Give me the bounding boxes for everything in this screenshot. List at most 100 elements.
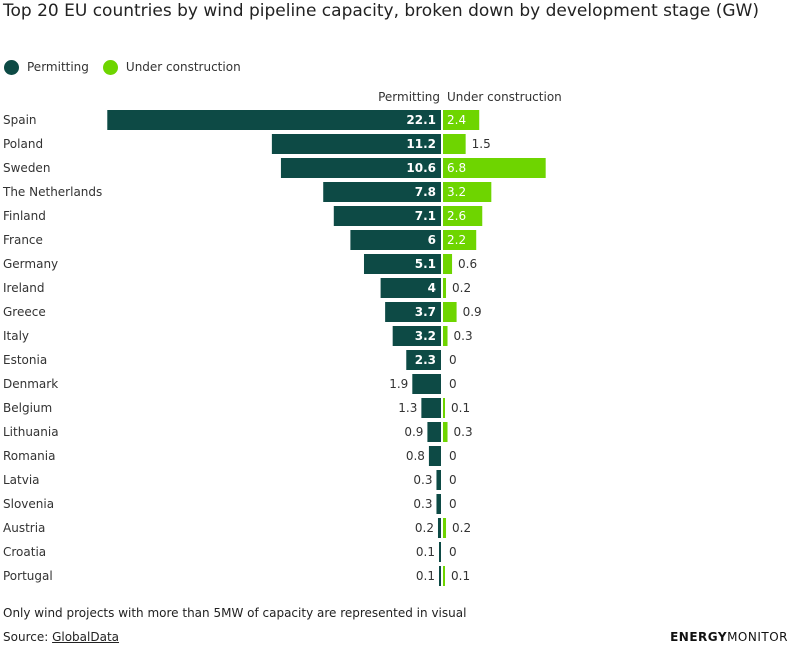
chart-title: Top 20 EU countries by wind pipeline cap… (3, 1, 759, 21)
data-label-permitting: 11.2 (406, 137, 436, 151)
category-label: Latvia (3, 473, 40, 487)
brand-logo: ENERGYMONITOR (670, 630, 788, 644)
data-label-under-construction: 0 (449, 473, 457, 487)
source-prefix: Source: (3, 630, 53, 644)
legend-swatch-permitting (4, 59, 19, 75)
column-header-under-construction: Under construction (447, 90, 562, 104)
bar-permitting (363, 254, 441, 274)
category-label: The Netherlands (2, 185, 102, 199)
bar-permitting (427, 422, 441, 442)
bar-under-construction (443, 518, 447, 538)
data-label-permitting: 0.1 (416, 569, 435, 583)
bar-permitting (437, 518, 441, 538)
data-label-under-construction: 0 (449, 353, 457, 367)
source-line: Source: GlobalData (3, 630, 119, 644)
category-label: Croatia (3, 545, 46, 559)
data-label-permitting: 3.2 (415, 329, 436, 343)
data-label-permitting: 1.3 (398, 401, 417, 415)
bar-under-construction (443, 134, 466, 154)
category-label: Denmark (3, 377, 58, 391)
data-label-permitting: 0.2 (415, 521, 434, 535)
category-label: Greece (3, 305, 46, 319)
bar-under-construction (443, 302, 457, 322)
bar-permitting (436, 470, 441, 490)
category-label: Poland (3, 137, 43, 151)
bar-permitting (436, 494, 441, 514)
bar-under-construction (443, 254, 453, 274)
bar-permitting (380, 278, 441, 298)
data-label-under-construction: 2.2 (447, 233, 466, 247)
legend-label-under-construction: Under construction (125, 60, 241, 74)
legend-swatch-under-construction (102, 59, 118, 75)
data-label-under-construction: 0.3 (454, 329, 473, 343)
data-label-under-construction: 0 (449, 449, 457, 463)
category-label: Belgium (3, 401, 52, 415)
data-label-under-construction: 0 (449, 497, 457, 511)
bar-under-construction (443, 398, 445, 418)
bar-permitting (280, 158, 441, 178)
data-label-permitting: 0.1 (416, 545, 435, 559)
category-label: Ireland (3, 281, 45, 295)
brand-logo-bold: ENERGY (670, 630, 728, 644)
bar-permitting (333, 206, 441, 226)
data-label-under-construction: 2.4 (447, 113, 466, 127)
data-label-under-construction: 1.5 (472, 137, 491, 151)
data-label-permitting: 0.3 (413, 473, 432, 487)
data-label-under-construction: 6.8 (447, 161, 466, 175)
data-label-permitting: 10.6 (406, 161, 436, 175)
legend-item-under-construction: Under construction (102, 59, 241, 75)
bar-under-construction (443, 278, 447, 298)
bar-under-construction (443, 158, 546, 178)
data-label-under-construction: 0.9 (463, 305, 482, 319)
bar-permitting (421, 398, 441, 418)
footnote: Only wind projects with more than 5MW of… (3, 606, 467, 620)
data-label-under-construction: 0.2 (452, 281, 471, 295)
brand-logo-light: MONITOR (727, 630, 788, 644)
source-link[interactable]: GlobalData (52, 630, 120, 644)
column-header-permitting: Permitting (378, 90, 440, 104)
category-label: Spain (3, 113, 37, 127)
bar-permitting (271, 134, 441, 154)
data-label-permitting: 3.7 (415, 305, 436, 319)
data-label-under-construction: 0.1 (451, 569, 470, 583)
data-label-permitting: 4 (428, 281, 436, 295)
data-label-under-construction: 0.2 (452, 521, 471, 535)
category-label: Estonia (3, 353, 47, 367)
category-label: Romania (3, 449, 55, 463)
category-label: Lithuania (3, 425, 59, 439)
bar-under-construction (443, 326, 448, 346)
data-label-under-construction: 2.6 (447, 209, 466, 223)
data-label-permitting: 1.9 (389, 377, 408, 391)
bar-chart: Permitting Under construction Spain 22.1 2.4… (2, 90, 562, 586)
data-label-under-construction: 0.6 (458, 257, 477, 271)
data-label-permitting: 6 (428, 233, 436, 247)
bar-permitting (385, 302, 441, 322)
category-label: Germany (3, 257, 58, 271)
legend: Permitting Under construction (4, 58, 255, 76)
bar-under-construction (443, 230, 477, 250)
bar-under-construction (443, 566, 445, 586)
data-label-permitting: 0.3 (413, 497, 432, 511)
data-label-under-construction: 0.1 (451, 401, 470, 415)
bar-permitting (439, 566, 441, 586)
data-label-under-construction: 3.2 (447, 185, 466, 199)
data-label-permitting: 22.1 (406, 113, 436, 127)
bar-permitting (406, 350, 441, 370)
bar-permitting (439, 542, 441, 562)
bar-under-construction (443, 422, 448, 442)
bar-permitting (107, 110, 441, 130)
legend-label-permitting: Permitting (27, 60, 89, 74)
data-label-permitting: 2.3 (415, 353, 436, 367)
category-label: France (3, 233, 43, 247)
data-label-permitting: 7.1 (415, 209, 436, 223)
category-label: Sweden (3, 161, 50, 175)
bar-permitting (392, 326, 441, 346)
bar-permitting (412, 374, 441, 394)
bar-permitting (350, 230, 441, 250)
bar-permitting (428, 446, 441, 466)
bar-under-construction (443, 206, 483, 226)
data-label-permitting: 0.8 (406, 449, 425, 463)
data-label-permitting: 0.9 (404, 425, 423, 439)
category-label: Austria (3, 521, 45, 535)
data-label-under-construction: 0 (449, 377, 457, 391)
